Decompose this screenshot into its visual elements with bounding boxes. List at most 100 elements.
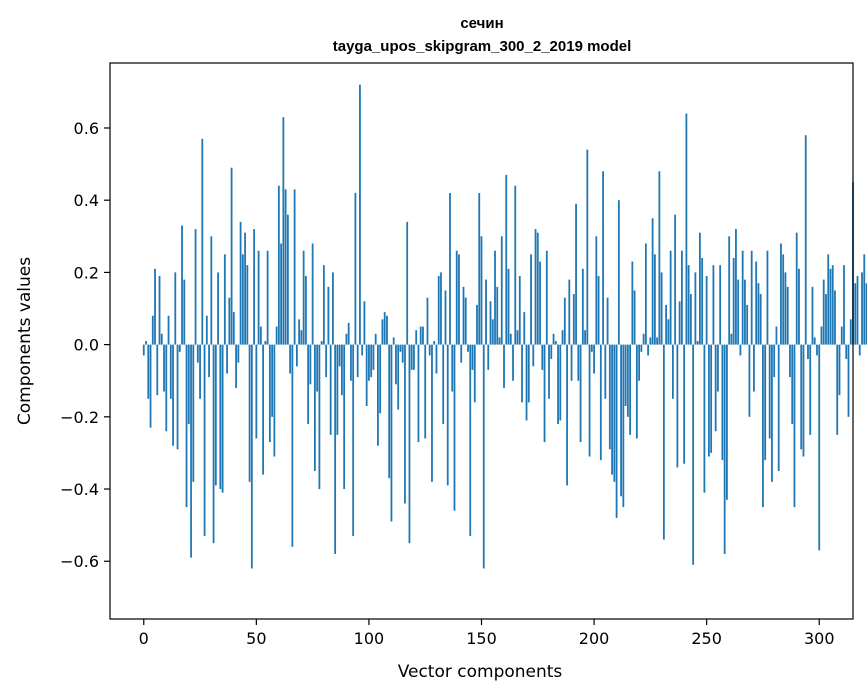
bar-0 bbox=[142, 344, 145, 356]
bar-212 bbox=[620, 344, 622, 497]
bar-92 bbox=[350, 344, 352, 381]
bar-7 bbox=[158, 276, 161, 345]
bar-30 bbox=[210, 236, 213, 345]
bar-209 bbox=[613, 344, 616, 482]
bar-116 bbox=[404, 344, 406, 504]
bar-279 bbox=[771, 344, 773, 482]
bar-215 bbox=[626, 344, 629, 417]
bar-298 bbox=[813, 337, 816, 345]
bar-161 bbox=[505, 174, 508, 345]
bar-194 bbox=[579, 344, 582, 443]
bar-186 bbox=[561, 330, 564, 345]
bar-12 bbox=[169, 344, 172, 399]
bar-97 bbox=[361, 344, 364, 356]
bar-172 bbox=[530, 254, 532, 345]
bar-187 bbox=[563, 297, 566, 345]
bar-314 bbox=[849, 319, 852, 345]
bar-65 bbox=[289, 344, 292, 374]
bar-308 bbox=[836, 344, 839, 435]
bar-1 bbox=[145, 341, 147, 345]
bar-276 bbox=[764, 344, 767, 461]
bar-139 bbox=[455, 250, 458, 345]
bar-94 bbox=[354, 192, 357, 345]
bar-304 bbox=[827, 254, 830, 345]
bar-83 bbox=[329, 344, 332, 435]
bar-318 bbox=[858, 344, 861, 356]
bar-73 bbox=[307, 344, 310, 425]
bar-223 bbox=[644, 243, 647, 345]
bar-78 bbox=[318, 344, 321, 490]
bars-group bbox=[142, 84, 867, 569]
bar-300 bbox=[818, 344, 821, 551]
bar-320 bbox=[863, 254, 866, 345]
bar-250 bbox=[705, 276, 708, 345]
bar-57 bbox=[271, 344, 274, 417]
bar-13 bbox=[172, 344, 174, 446]
bar-36 bbox=[223, 254, 226, 345]
bar-66 bbox=[291, 344, 294, 547]
bar-265 bbox=[739, 344, 742, 356]
bar-218 bbox=[633, 290, 636, 345]
bar-44 bbox=[241, 254, 244, 345]
bar-108 bbox=[386, 315, 388, 345]
chart-title-word: сечин bbox=[460, 15, 503, 32]
bar-170 bbox=[525, 344, 528, 421]
bar-28 bbox=[205, 315, 208, 345]
bar-90 bbox=[345, 333, 348, 345]
bar-256 bbox=[719, 265, 722, 345]
bar-317 bbox=[856, 276, 859, 345]
bar-229 bbox=[658, 171, 661, 345]
bar-291 bbox=[798, 268, 800, 345]
bar-167 bbox=[518, 276, 521, 345]
bar-32 bbox=[214, 344, 217, 486]
bar-110 bbox=[390, 344, 393, 522]
bar-64 bbox=[286, 214, 289, 345]
bar-293 bbox=[802, 344, 805, 457]
bar-281 bbox=[775, 326, 778, 345]
bar-124 bbox=[422, 326, 424, 345]
bar-168 bbox=[521, 344, 523, 403]
bar-43 bbox=[239, 221, 242, 345]
bar-177 bbox=[541, 344, 544, 370]
bar-257 bbox=[721, 344, 724, 461]
bar-23 bbox=[194, 229, 197, 345]
bar-253 bbox=[712, 265, 715, 345]
bar-277 bbox=[766, 250, 769, 345]
bar-111 bbox=[392, 337, 395, 345]
bar-155 bbox=[491, 319, 494, 345]
bar-72 bbox=[304, 276, 307, 345]
bar-264 bbox=[737, 279, 740, 345]
bar-132 bbox=[440, 272, 442, 345]
bar-202 bbox=[597, 276, 600, 345]
bar-89 bbox=[343, 344, 346, 490]
bar-190 bbox=[570, 344, 573, 381]
bar-29 bbox=[208, 344, 210, 378]
bar-5 bbox=[154, 268, 156, 345]
bar-127 bbox=[428, 344, 431, 356]
bar-38 bbox=[228, 297, 231, 345]
bar-233 bbox=[667, 319, 670, 345]
bar-174 bbox=[534, 229, 537, 345]
bar-11 bbox=[167, 315, 170, 345]
bar-260 bbox=[728, 236, 731, 345]
bar-238 bbox=[678, 301, 681, 345]
bar-152 bbox=[485, 279, 487, 345]
bar-20 bbox=[187, 344, 190, 425]
bar-82 bbox=[327, 286, 330, 345]
bar-39 bbox=[230, 167, 233, 345]
bar-232 bbox=[665, 304, 668, 345]
bar-98 bbox=[363, 301, 366, 345]
bar-68 bbox=[295, 344, 298, 367]
bar-87 bbox=[338, 344, 341, 367]
bar-255 bbox=[717, 344, 719, 392]
bar-242 bbox=[687, 265, 690, 345]
bar-310 bbox=[840, 326, 843, 345]
bar-125 bbox=[424, 344, 427, 439]
bar-70 bbox=[300, 330, 303, 345]
bar-61 bbox=[280, 243, 283, 345]
y-axis-label: Components values bbox=[15, 257, 35, 425]
bar-266 bbox=[741, 250, 744, 345]
bar-37 bbox=[226, 344, 228, 374]
bar-119 bbox=[410, 344, 413, 370]
bar-309 bbox=[838, 344, 841, 396]
